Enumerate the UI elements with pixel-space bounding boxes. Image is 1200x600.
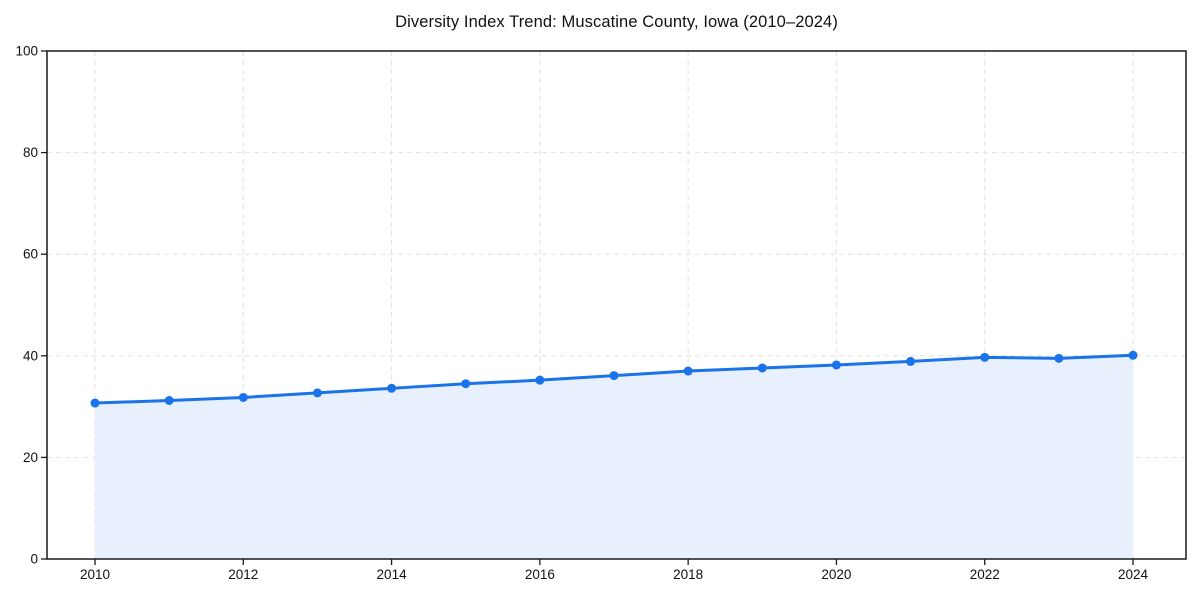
x-tick-label: 2014 [377,567,408,582]
data-point-marker [461,379,471,389]
data-point-marker [757,363,767,373]
y-tick-label: 0 [30,552,38,567]
data-point-marker [906,356,916,366]
axis-frame [46,50,1187,560]
x-tick-label: 2010 [80,567,110,582]
data-point-marker [387,383,397,393]
x-tick-label: 2020 [821,567,851,582]
data-point-marker [535,375,545,385]
y-tick-label: 20 [23,450,38,465]
y-tick-label: 80 [23,145,38,160]
data-point-marker [164,396,174,406]
y-tick-label: 100 [15,44,38,59]
y-tick-label: 40 [23,348,38,363]
chart-title: Diversity Index Trend: Muscatine County,… [395,13,838,31]
y-tick-label: 60 [23,247,38,262]
x-tick-label: 2018 [673,567,703,582]
data-point-marker [831,360,841,370]
data-point-marker [1054,353,1064,363]
data-point-marker [238,392,248,402]
x-tick-label: 2012 [228,567,258,582]
x-tick-label: 2016 [525,567,555,582]
data-point-marker [609,371,619,381]
x-tick-label: 2022 [970,567,1000,582]
data-point-marker [312,388,322,398]
data-point-marker [683,366,693,376]
x-tick-label: 2024 [1118,567,1149,582]
data-point-marker [90,398,100,408]
data-point-marker [1128,350,1138,360]
data-point-marker [980,352,990,362]
area-fill [95,355,1133,559]
